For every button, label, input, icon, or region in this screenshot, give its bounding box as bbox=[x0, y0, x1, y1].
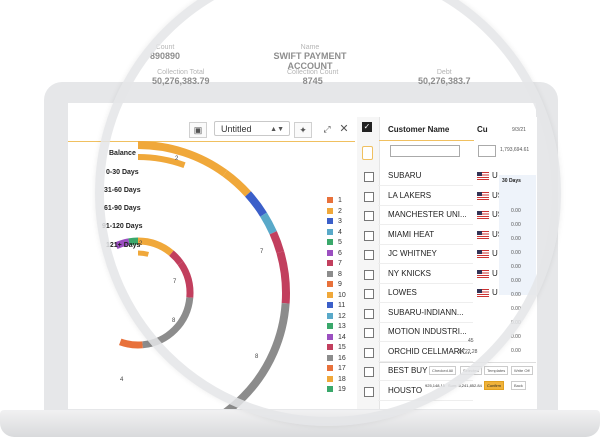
magnifier-lens bbox=[95, 0, 561, 426]
day-value-cell: 0.00 bbox=[511, 348, 521, 354]
write-off-button[interactable]: Write Off bbox=[511, 366, 533, 375]
day-value-cell: 0.00 bbox=[511, 334, 521, 340]
confirm-button[interactable]: Confirm bbox=[484, 381, 505, 390]
inner-ring-segment bbox=[119, 338, 143, 349]
footer-sum: Sum: 5,241,852.84 bbox=[448, 383, 482, 388]
segment-number: 4 bbox=[120, 377, 124, 383]
back-button[interactable]: Back bbox=[511, 381, 526, 390]
templates-button[interactable]: Templates bbox=[484, 366, 509, 375]
